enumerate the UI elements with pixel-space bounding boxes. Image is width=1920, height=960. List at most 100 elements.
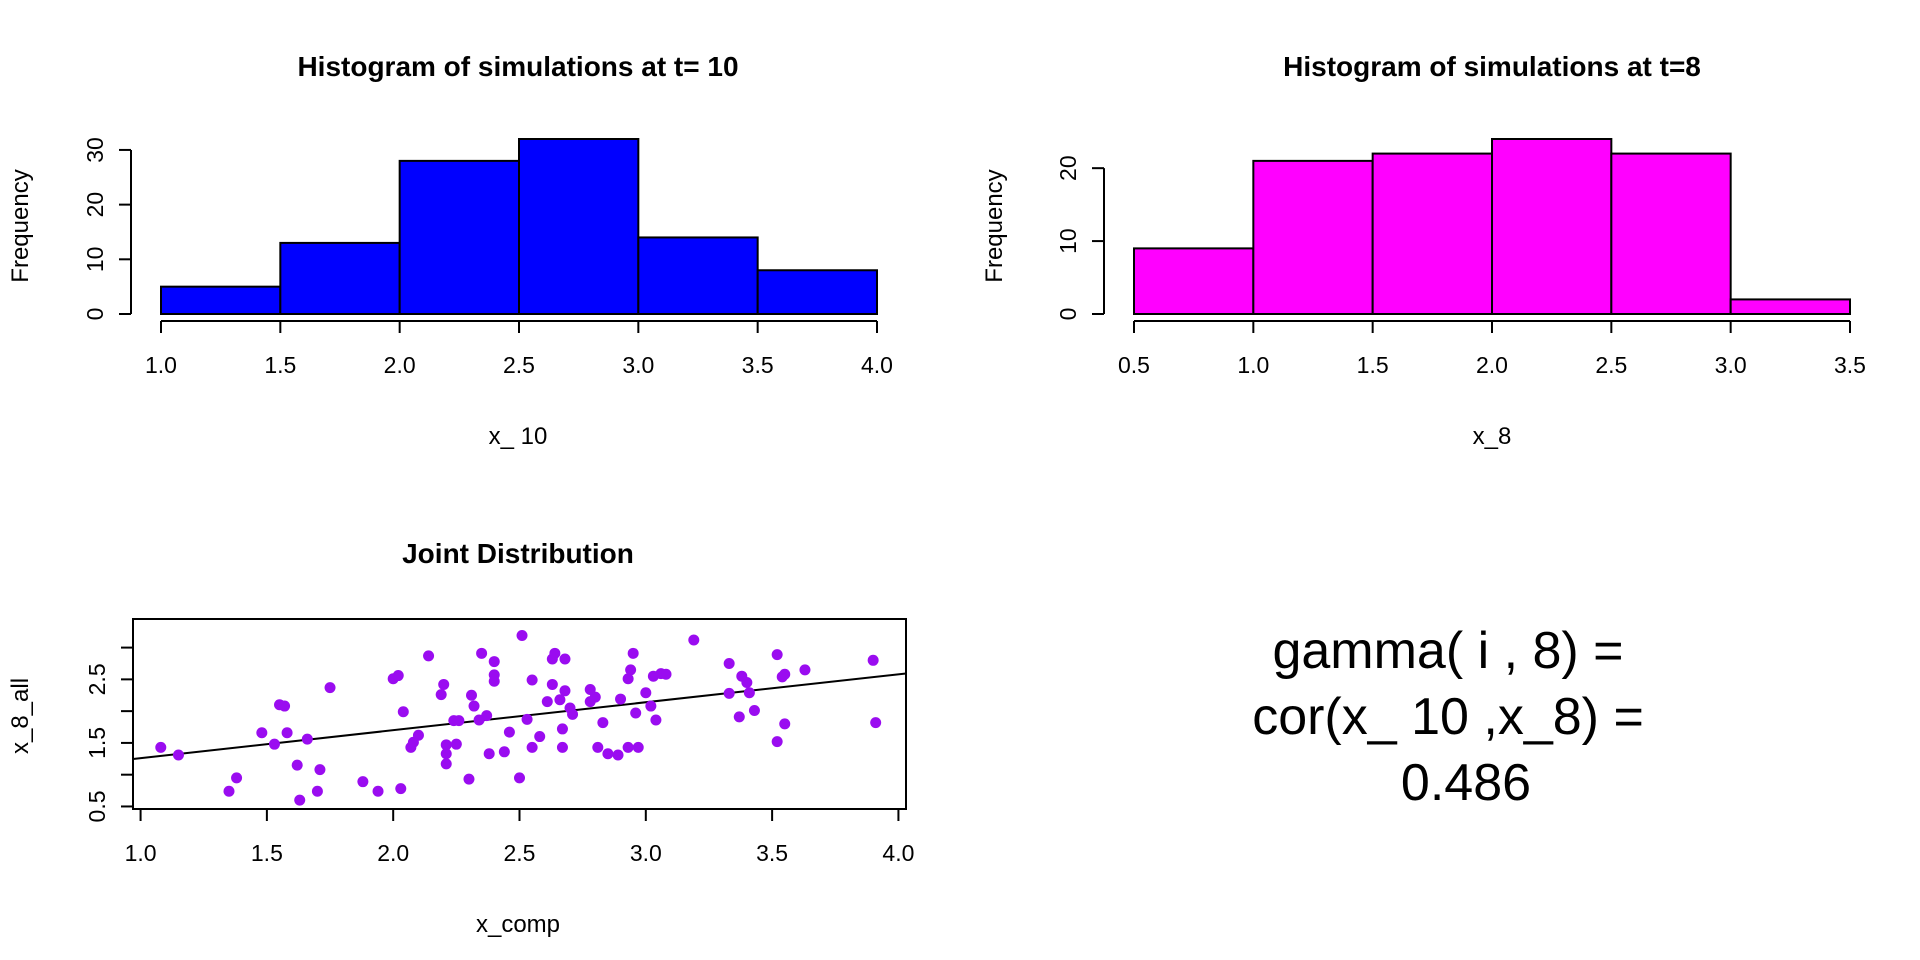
x-tick-label: 4.0	[882, 840, 914, 866]
scatter-point	[231, 772, 243, 784]
scatter-point	[397, 706, 409, 718]
scatter-point	[549, 647, 561, 659]
scatter-point	[645, 700, 657, 712]
scatter-point	[615, 693, 627, 705]
scatter-point	[799, 664, 811, 676]
x-tick-label: 2.0	[1476, 352, 1508, 378]
scatter-point	[301, 733, 313, 745]
scatter-point	[602, 748, 614, 760]
scatter-point	[463, 773, 475, 785]
histogram-bar	[1610, 152, 1732, 315]
scatter-point	[294, 794, 306, 806]
x-tick-label: 3.5	[1834, 352, 1866, 378]
scatter-point	[632, 741, 644, 753]
histogram-t10-panel: Histogram of simulations at t= 10 x_ 10 …	[7, 51, 893, 450]
scatter-point	[622, 673, 634, 685]
histogram-t10-title: Histogram of simulations at t= 10	[297, 51, 738, 82]
y-tick-label: 10	[1055, 228, 1081, 254]
scatter-point	[771, 736, 783, 748]
y-tick-label: 2.5	[84, 663, 110, 695]
x-tick-label: 3.0	[1715, 352, 1747, 378]
joint-distribution-axes: 1.0 1.5 2.0 2.5 3.0 3.5 4.0 0.5 1.5 2.5	[84, 646, 914, 866]
x-tick-label: 3.5	[742, 352, 774, 378]
scatter-point	[324, 682, 336, 694]
histogram-t10-axes: 1.0 1.5 2.0 2.5 3.0 3.5 4.0 0 10 20 30	[82, 137, 893, 378]
scatter-point	[155, 741, 167, 753]
scatter-point	[392, 670, 404, 682]
x-tick-label: 4.0	[861, 352, 893, 378]
scatter-point	[521, 713, 533, 725]
scatter-point	[748, 705, 760, 717]
y-tick-label: 1.5	[84, 727, 110, 759]
scatter-point	[640, 687, 652, 699]
histogram-t10-xlabel: x_ 10	[489, 423, 548, 450]
scatter-point	[650, 714, 662, 726]
scatter-point	[526, 741, 538, 753]
scatter-point	[867, 654, 879, 666]
scatter-point	[622, 741, 634, 753]
scatter-point	[741, 677, 753, 689]
x-tick-label: 2.5	[1595, 352, 1627, 378]
y-tick-label: 0	[1055, 308, 1081, 321]
scatter-point	[503, 726, 515, 738]
scatter-point	[516, 630, 528, 642]
x-tick-label: 3.5	[756, 840, 788, 866]
scatter-point	[660, 668, 672, 680]
scatter-point	[291, 759, 303, 771]
x-tick-label: 1.0	[1237, 352, 1269, 378]
histogram-t8-axes: 0.5 1.0 1.5 2.0 2.5 3.0 3.5 0 10 20	[1055, 155, 1866, 378]
scatter-point	[468, 700, 480, 712]
scatter-point	[534, 731, 546, 743]
scatter-point	[466, 689, 478, 701]
x-tick-label: 3.0	[630, 840, 662, 866]
scatter-point	[311, 785, 323, 797]
scatter-point	[438, 678, 450, 690]
histogram-bar	[637, 236, 759, 315]
scatter-point	[372, 785, 384, 797]
y-tick-label: 0	[82, 308, 108, 321]
scatter-point	[526, 674, 538, 686]
x-tick-label: 1.5	[1357, 352, 1389, 378]
histogram-bar	[160, 285, 282, 315]
histogram-bar	[1371, 152, 1493, 315]
scatter-point	[733, 711, 745, 723]
scatter-point	[567, 708, 579, 720]
scatter-point	[314, 764, 326, 776]
scatter-point	[556, 723, 568, 735]
histogram-bar	[1491, 138, 1613, 315]
histogram-t8-panel: Histogram of simulations at t=8 x_8 Freq…	[981, 51, 1866, 450]
correlation-value: 0.486	[1401, 754, 1531, 812]
histogram-t10-ylabel: Frequency	[7, 169, 34, 282]
scatter-point	[625, 664, 637, 676]
scatter-point	[395, 783, 407, 795]
histogram-bar	[1133, 247, 1255, 315]
x-tick-label: 2.5	[503, 352, 535, 378]
regression-line-group	[132, 672, 907, 760]
correlation-line-1: gamma( i , 8) =	[1272, 622, 1623, 680]
scatter-point	[481, 710, 493, 722]
histogram-t8-xlabel: x_8	[1473, 423, 1512, 450]
scatter-point	[412, 729, 424, 741]
y-tick-label: 20	[1055, 155, 1081, 181]
x-tick-label: 3.0	[622, 352, 654, 378]
scatter-point	[488, 675, 500, 687]
scatter-point	[597, 717, 609, 729]
scatter-point	[771, 649, 783, 661]
scatter-point	[279, 700, 291, 712]
histogram-bar	[279, 241, 401, 315]
histogram-t8-ylabel: Frequency	[981, 169, 1008, 282]
joint-distribution-xlabel: x_comp	[476, 911, 560, 938]
scatter-point	[423, 650, 435, 662]
scatter-point	[256, 727, 268, 739]
histogram-t8-bars	[1133, 138, 1851, 315]
correlation-line-2: cor(x_ 10 ,x_8) =	[1252, 688, 1644, 746]
scatter-point	[172, 749, 184, 761]
joint-distribution-panel: Joint Distribution x_comp x_8_all 1.0 1.5…	[7, 538, 914, 938]
scatter-point	[357, 776, 369, 788]
histogram-bar	[518, 138, 640, 315]
y-tick-label: 0.5	[84, 790, 110, 822]
scatter-point	[688, 634, 700, 646]
x-tick-label: 1.5	[251, 840, 283, 866]
histogram-bar	[756, 269, 879, 315]
scatter-point	[281, 727, 293, 739]
